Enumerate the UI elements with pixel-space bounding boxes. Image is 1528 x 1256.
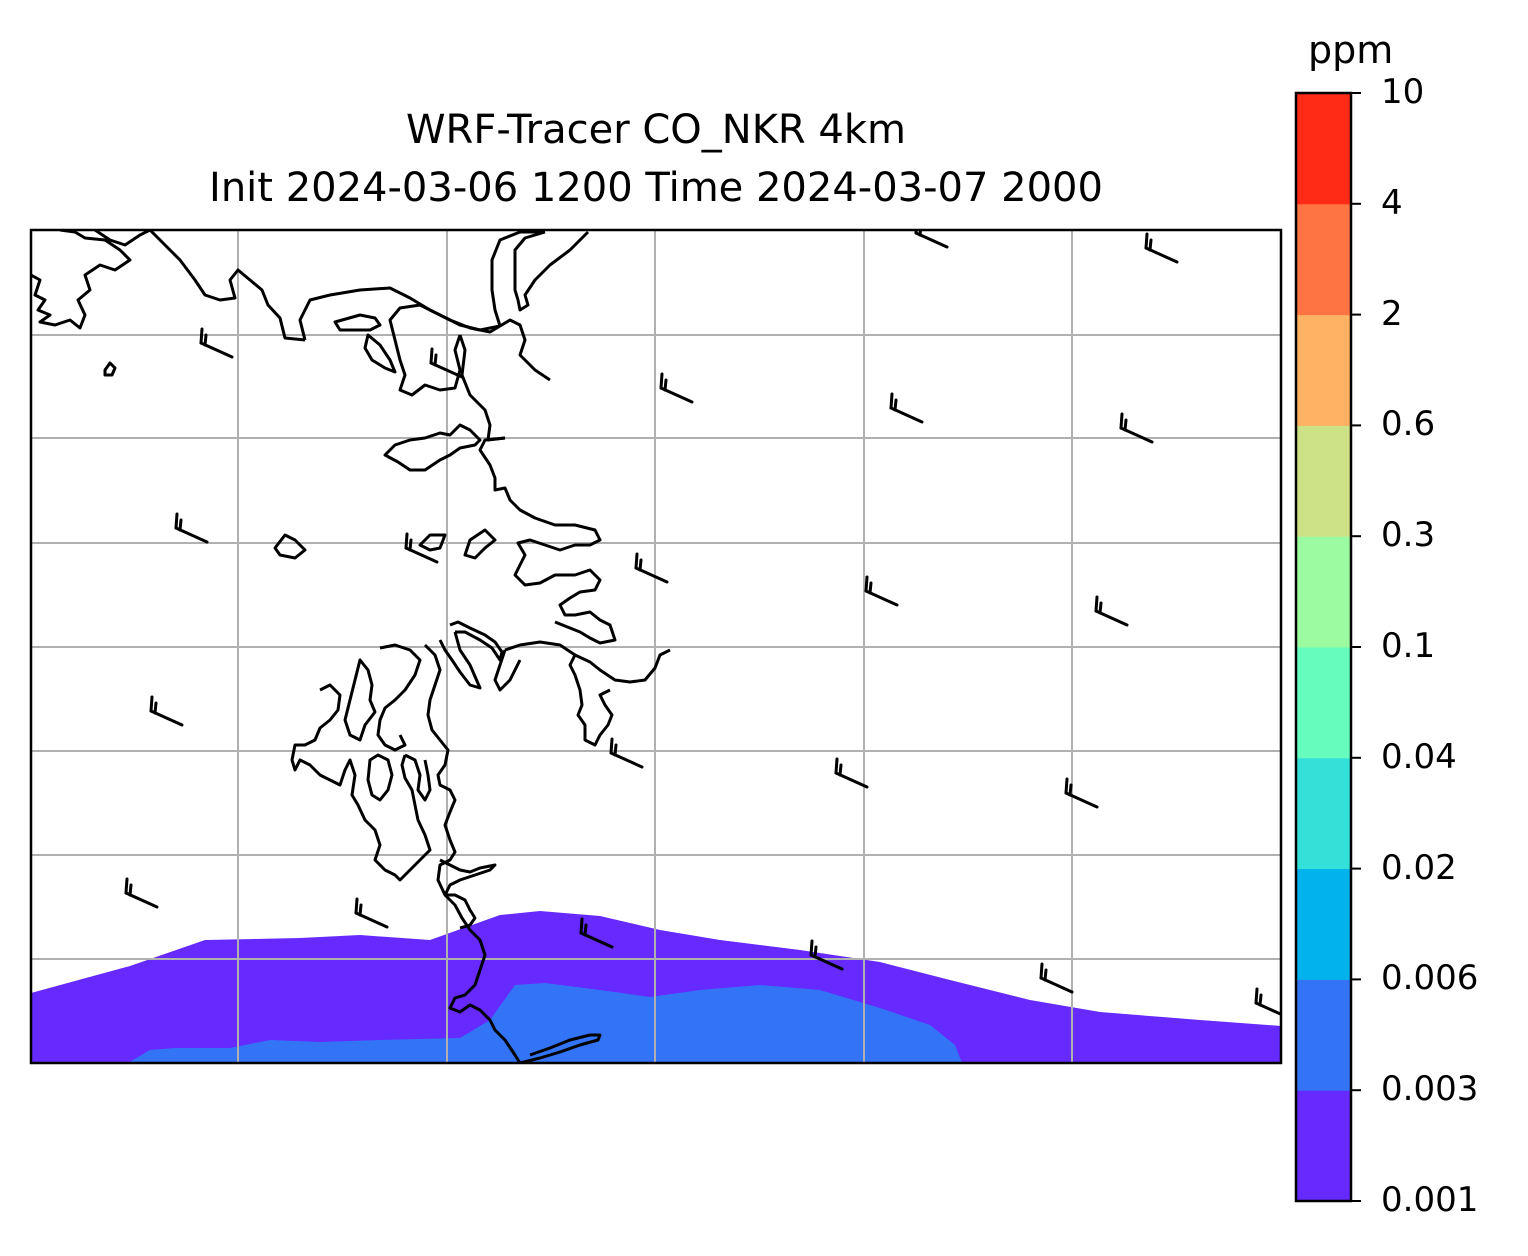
wind-barb — [579, 917, 614, 949]
wind-barb — [174, 512, 209, 544]
wind-barb — [404, 532, 439, 564]
wind-barb — [124, 877, 159, 909]
map-frame — [29, 228, 1283, 1065]
gridlines — [31, 230, 1281, 1063]
concentration-region-1 — [128, 983, 962, 1063]
wind-barb — [1064, 777, 1099, 809]
colorbar-segment — [1296, 1090, 1351, 1202]
wind-barb — [1254, 987, 1281, 1016]
colorbar-tick-label: 0.3 — [1381, 515, 1436, 556]
wind-barb — [634, 552, 669, 584]
colorbar-tick-label: 2 — [1381, 293, 1403, 334]
wind-barb — [889, 392, 924, 424]
colorbar-tick-label: 0.1 — [1381, 626, 1436, 666]
colorbar-segment — [1296, 536, 1351, 648]
colorbar-tick-label: 4 — [1381, 182, 1403, 223]
wind-barb — [1094, 595, 1129, 627]
wind-barb — [659, 372, 694, 404]
colorbar-segment — [1296, 868, 1351, 980]
wind-barb — [1119, 412, 1154, 444]
wind-barb — [354, 897, 389, 929]
colorbar-segment — [1296, 93, 1351, 205]
wind-barb — [1144, 232, 1179, 264]
colorbar-segment — [1296, 203, 1351, 316]
wind-barb — [429, 347, 464, 379]
wind-barb — [809, 939, 844, 971]
colorbar-tick-label: 0.04 — [1381, 736, 1457, 777]
map-subtitle: Init 2024-03-06 1200 Time 2024-03-07 200… — [209, 165, 1103, 211]
wind-barb — [149, 695, 184, 727]
wind-barb — [834, 757, 869, 789]
colorbar-tick-label: 0.6 — [1381, 404, 1436, 445]
wind-barb — [199, 327, 234, 359]
colorbar-segment — [1296, 647, 1351, 759]
colorbar-tick-label: 0.001 — [1381, 1180, 1479, 1220]
colorbar-unit: ppm — [1308, 28, 1394, 72]
coastlines — [31, 230, 671, 1063]
colorbar-segment — [1296, 425, 1351, 537]
colorbar-segment — [1296, 979, 1351, 1091]
wind-barb — [864, 575, 899, 607]
map-title: WRF-Tracer CO_NKR 4km — [405, 107, 907, 153]
colorbar-tick-label: 0.02 — [1381, 847, 1457, 888]
colorbar-segment — [1296, 757, 1351, 870]
wind-barb — [609, 737, 644, 769]
colorbar-tick-label: 10 — [1381, 72, 1425, 112]
colorbar-tick-label: 0.003 — [1381, 1069, 1479, 1110]
colorbar-segment — [1296, 314, 1351, 426]
colorbar-tick-label: 0.006 — [1381, 958, 1479, 999]
wind-barbs — [124, 230, 1281, 1016]
wind-barb — [1039, 962, 1074, 994]
